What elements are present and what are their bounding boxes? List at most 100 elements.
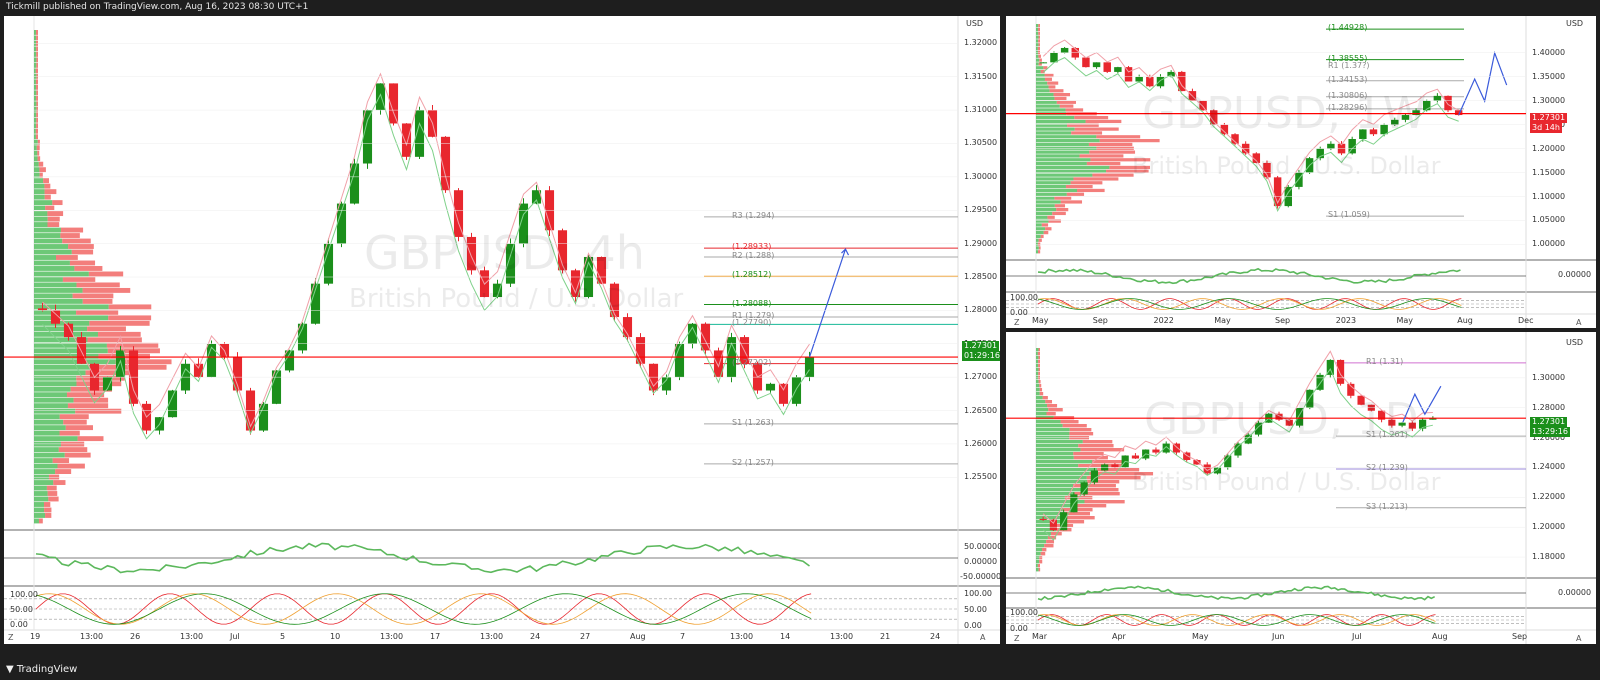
candle-body bbox=[76, 337, 87, 364]
volume-profile-down-bar bbox=[68, 244, 94, 249]
volume-profile-down-bar bbox=[1038, 31, 1040, 35]
volume-profile-up-bar bbox=[34, 150, 38, 156]
time-axis-tick: 26 bbox=[130, 632, 141, 641]
volume-profile-down-bar bbox=[37, 139, 40, 145]
time-axis-tick: 13:00 bbox=[380, 632, 404, 641]
weekly-chart-panel[interactable]: GBPUSD, 1W British Pound / U.S. Dollar U… bbox=[1006, 16, 1596, 328]
volume-profile-down-bar bbox=[46, 485, 57, 491]
volume-profile-up-bar bbox=[34, 95, 37, 101]
volume-profile-down-bar bbox=[1065, 520, 1085, 524]
volume-profile-up-bar bbox=[34, 73, 37, 79]
volume-profile-up-bar bbox=[34, 337, 88, 343]
candle-body bbox=[1401, 115, 1410, 120]
volume-profile-up-bar bbox=[1036, 173, 1093, 177]
volume-profile-up-bar bbox=[34, 364, 95, 370]
volume-profile-up-bar bbox=[1036, 39, 1039, 43]
volume-profile-down-bar bbox=[36, 145, 40, 151]
price-axis-tick: 1.40000 bbox=[1532, 47, 1566, 57]
volume-profile-down-bar bbox=[1045, 227, 1052, 231]
volume-profile-down-bar bbox=[35, 30, 38, 35]
candle-body bbox=[1039, 518, 1047, 520]
candle-body bbox=[1209, 110, 1218, 125]
volume-profile-down-bar bbox=[1063, 516, 1095, 520]
candle-body bbox=[1408, 422, 1416, 429]
volume-profile-up-bar bbox=[1036, 66, 1044, 70]
volume-profile-down-bar bbox=[48, 496, 59, 502]
price-axis-tick: 1.00000 bbox=[1532, 239, 1566, 249]
volume-profile-up-bar bbox=[1036, 548, 1043, 552]
weekly-chart-svg[interactable] bbox=[1006, 16, 1596, 328]
candle-body bbox=[336, 203, 347, 244]
volume-profile-up-bar bbox=[1036, 108, 1066, 112]
volume-profile-up-bar bbox=[34, 101, 37, 107]
daily-chart-panel[interactable]: GBPUSD, 1D British Pound / U.S. Dollar U… bbox=[1006, 332, 1596, 644]
weekly-corner-right[interactable]: A bbox=[1576, 318, 1582, 327]
volume-profile-up-bar bbox=[1036, 456, 1074, 460]
main-chart-panel[interactable]: GBPUSD, 4h British Pound / U.S. Dollar U… bbox=[4, 16, 1000, 644]
volume-profile-up-bar bbox=[34, 469, 56, 474]
pivot-label: R1 (1.37?) bbox=[1328, 61, 1370, 71]
volume-profile-up-bar bbox=[1036, 432, 1070, 436]
volume-profile-down-bar bbox=[1038, 364, 1040, 368]
time-axis-tick: Aug bbox=[1432, 632, 1448, 641]
candle-body bbox=[622, 317, 633, 338]
volume-profile-up-bar bbox=[34, 414, 60, 420]
volume-profile-down-bar bbox=[1037, 242, 1041, 246]
volume-profile-up-bar bbox=[1036, 408, 1049, 412]
volume-profile-up-bar bbox=[34, 304, 109, 310]
price-axis-tick: 1.31000 bbox=[964, 105, 998, 115]
candle-body bbox=[492, 283, 503, 298]
volume-profile-up-bar bbox=[34, 359, 116, 365]
candle-body bbox=[1422, 100, 1431, 111]
main-osc2-left-bot: 0.00 bbox=[10, 620, 28, 629]
volume-profile-up-bar bbox=[1036, 54, 1039, 58]
volume-profile-down-bar bbox=[85, 370, 133, 376]
volume-profile-up-bar bbox=[1036, 200, 1061, 204]
volume-profile-up-bar bbox=[34, 353, 99, 359]
main-osc1-axis-bot: -50.00000 bbox=[960, 572, 1000, 581]
volume-profile-up-bar bbox=[34, 485, 47, 491]
volume-profile-down-bar bbox=[82, 298, 113, 304]
volume-profile-down-bar bbox=[47, 216, 60, 222]
volume-profile-up-bar bbox=[1036, 384, 1040, 388]
main-chart-svg[interactable] bbox=[4, 16, 1000, 644]
pivot-label: S2 (1.257) bbox=[732, 457, 774, 467]
volume-profile-up-bar bbox=[1036, 165, 1110, 170]
daily-chart-svg[interactable] bbox=[1006, 332, 1596, 644]
daily-corner-right[interactable]: A bbox=[1576, 634, 1582, 643]
weekly-corner-left[interactable]: Z bbox=[1014, 318, 1020, 327]
volume-profile-down-bar bbox=[36, 57, 38, 63]
volume-profile-up-bar bbox=[34, 419, 64, 425]
time-axis-tick: Sep bbox=[1092, 316, 1108, 325]
candle-body bbox=[1193, 460, 1201, 465]
time-axis-tick: Dec bbox=[1518, 316, 1534, 325]
candle-body bbox=[518, 203, 529, 244]
volume-profile-down-bar bbox=[1059, 104, 1074, 108]
volume-profile-down-bar bbox=[1069, 428, 1092, 432]
volume-profile-up-bar bbox=[1036, 424, 1063, 428]
volume-profile-up-bar bbox=[1036, 27, 1038, 32]
pivot-label: R1 (1.279) bbox=[732, 311, 775, 321]
volume-profile-down-bar bbox=[1065, 512, 1091, 516]
tradingview-logo-icon[interactable]: ▼ bbox=[6, 664, 14, 675]
main-corner-left[interactable]: Z bbox=[8, 633, 14, 642]
volume-profile-up-bar bbox=[1036, 372, 1039, 376]
main-corner-right[interactable]: A bbox=[980, 633, 986, 642]
volume-profile-down-bar bbox=[1060, 200, 1083, 204]
candle-body bbox=[570, 270, 581, 298]
pivot-label: (1.28512) bbox=[732, 270, 772, 280]
volume-profile-down-bar bbox=[1089, 472, 1154, 476]
daily-corner-left[interactable]: Z bbox=[1014, 634, 1020, 643]
volume-profile-down-bar bbox=[1067, 123, 1099, 127]
candle-body bbox=[1131, 455, 1140, 459]
candle-body bbox=[63, 323, 74, 338]
candle-body bbox=[1111, 464, 1119, 468]
volume-profile-up-bar bbox=[1036, 428, 1070, 432]
volume-profile-down-bar bbox=[1046, 540, 1055, 544]
osc2-line bbox=[1037, 614, 1436, 626]
candle-body bbox=[1316, 148, 1324, 159]
volume-profile-down-bar bbox=[59, 430, 80, 436]
time-axis-tick: 13:00 bbox=[730, 632, 754, 641]
main-last-price-tag: 1.27301 bbox=[962, 341, 1000, 351]
volume-profile-down-bar bbox=[1073, 177, 1119, 181]
